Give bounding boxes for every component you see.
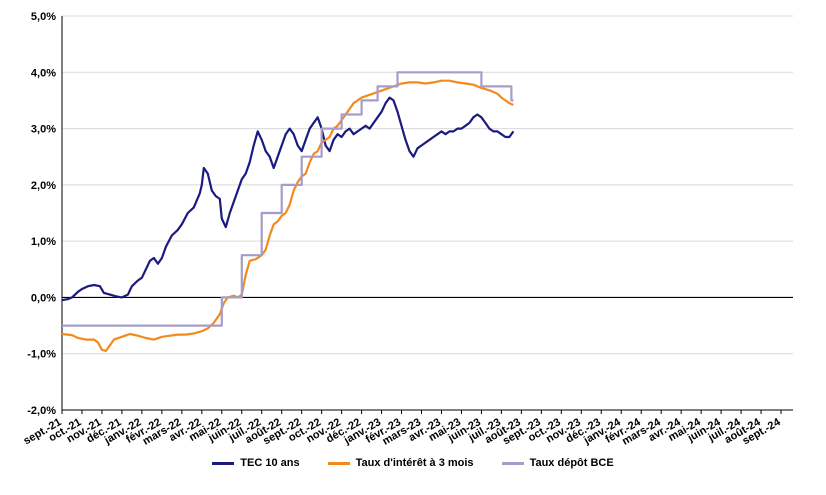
y-tick-label: 5,0% xyxy=(31,11,56,23)
series-line-2 xyxy=(62,71,514,327)
y-tick-label: -2,0% xyxy=(27,405,56,417)
legend-swatch-bce xyxy=(501,461,524,465)
y-tick-label: 2,0% xyxy=(31,180,56,192)
legend-label-bce: Taux dépôt BCE xyxy=(529,457,614,469)
y-tick-label: 1,0% xyxy=(31,236,56,248)
legend-item-tec: TEC 10 ans xyxy=(212,457,300,469)
series-line-1 xyxy=(61,79,514,352)
legend: TEC 10 ans Taux d'intérêt à 3 mois Taux … xyxy=(0,457,826,469)
y-tick-label: 4,0% xyxy=(31,67,56,79)
y-tick-label: -1,0% xyxy=(27,349,56,361)
legend-label-tec: TEC 10 ans xyxy=(240,457,300,469)
legend-label-3m: Taux d'intérêt à 3 mois xyxy=(355,457,474,469)
y-tick-label: 0,0% xyxy=(31,292,56,304)
y-tick-label: 3,0% xyxy=(31,124,56,136)
legend-item-bce: Taux dépôt BCE xyxy=(501,457,614,469)
series-line-0 xyxy=(61,96,515,302)
legend-item-3m: Taux d'intérêt à 3 mois xyxy=(327,457,474,469)
legend-swatch-tec xyxy=(212,461,235,465)
legend-swatch-3m xyxy=(327,461,350,465)
